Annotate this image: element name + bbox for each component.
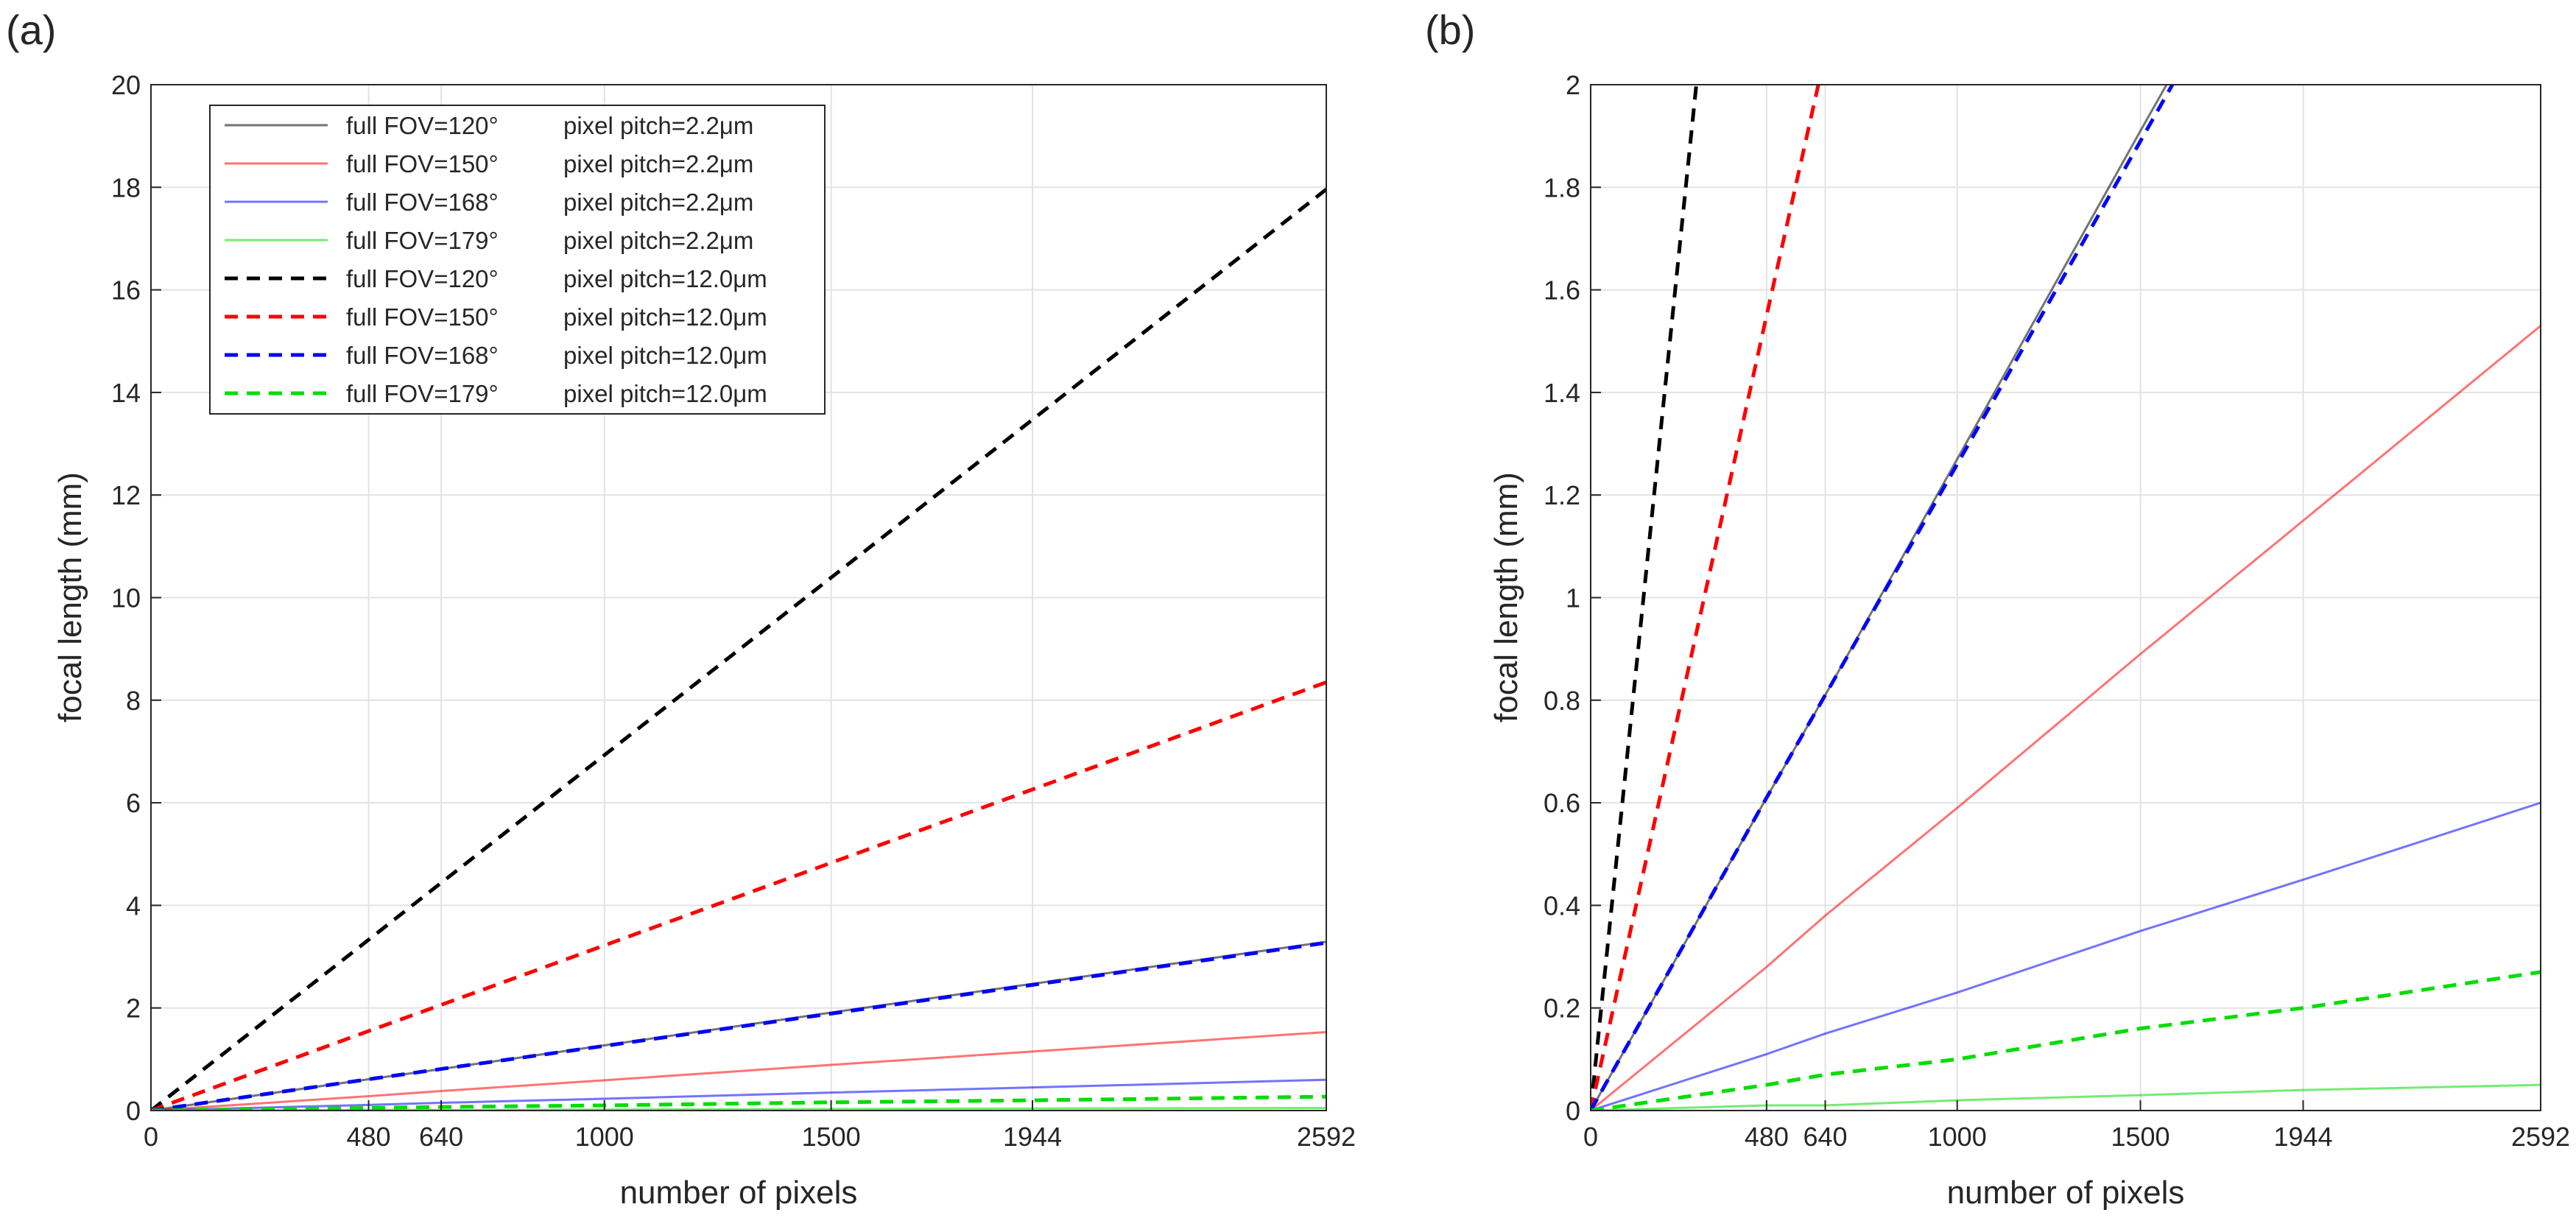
y-tick-label: 1 (1566, 583, 1580, 613)
y-tick-label: 14 (111, 378, 141, 408)
x-tick-label: 640 (419, 1122, 463, 1152)
legend-pitch-label: pixel pitch=12.0μm (563, 303, 767, 331)
y-tick-label: 1.6 (1544, 275, 1580, 306)
x-tick-label: 640 (1803, 1122, 1847, 1152)
x-ticks-b: 0 480 640 1000 1500 1944 2592 (1583, 1100, 2570, 1152)
y-tick-label: 2 (126, 993, 141, 1024)
legend-fov-label: full FOV=150° (346, 303, 499, 331)
y-tick-label: 0.4 (1544, 890, 1580, 921)
x-ticks-a: 0 480 640 1000 1500 1944 2592 (144, 1100, 1356, 1152)
legend-pitch-label: pixel pitch=12.0μm (563, 342, 767, 369)
chart-panel-b: (b) 0 480 640 1000 1500 1944 2592 0 0.2 0.4 0.6 0.… (1425, 7, 2570, 1211)
x-tick-label: 0 (1583, 1122, 1598, 1152)
series-line-pitch12-4 (151, 188, 1326, 1111)
series-line-pitch2-1 (151, 1030, 1326, 1111)
series-line-pitch12-6 (1591, 85, 2175, 1111)
panel-label-a: (a) (6, 7, 56, 53)
x-tick-label: 1000 (1928, 1122, 1987, 1152)
x-axis-label-a: number of pixels (620, 1175, 858, 1211)
y-tick-label: 8 (126, 686, 141, 716)
y-tick-label: 1.4 (1544, 378, 1580, 408)
y-tick-label: 1.2 (1544, 480, 1580, 510)
y-tick-label: 0.2 (1544, 993, 1580, 1024)
legend-pitch-label: pixel pitch=12.0μm (563, 380, 767, 407)
x-tick-label: 1500 (2111, 1122, 2169, 1152)
legend-pitch-label: pixel pitch=2.2μm (563, 227, 753, 254)
y-tick-label: 16 (111, 275, 141, 306)
legend-pitch-label: pixel pitch=12.0μm (563, 265, 767, 292)
y-tick-label: 12 (111, 480, 141, 510)
x-axis-label-b: number of pixels (1947, 1175, 2185, 1211)
legend-fov-label: full FOV=120° (346, 112, 499, 139)
x-tick-label: 480 (347, 1122, 391, 1152)
y-tick-label: 6 (126, 788, 141, 818)
x-tick-label: 0 (144, 1122, 158, 1152)
x-tick-label: 2592 (2511, 1122, 2570, 1152)
series-line-pitch12-5 (151, 680, 1326, 1111)
series-line-pitch12-7 (1591, 970, 2541, 1111)
legend-fov-label: full FOV=168° (346, 342, 499, 369)
y-ticks-a: 0 2 4 6 8 10 12 14 16 18 20 (111, 70, 161, 1126)
series-line-pitch12-6 (151, 940, 1326, 1111)
y-tick-label: 20 (111, 70, 141, 100)
y-axis-label-a: focal length (mm) (52, 472, 88, 722)
y-axis-label-b: focal length (mm) (1488, 472, 1524, 722)
y-tick-label: 2 (1566, 70, 1580, 100)
legend: full FOV=120° pixel pitch=2.2μm full FOV=1… (209, 105, 826, 415)
legend-pitch-label: pixel pitch=2.2μm (563, 189, 753, 216)
y-ticks-b: 0 0.2 0.4 0.6 0.8 1 1.2 1.4 1.6 1.8 2 (1544, 70, 1601, 1126)
chart-panel-a: (a) 0 480 640 1000 1500 1944 2592 0 2 4 6 8 10 12 14 1… (6, 7, 1356, 1211)
legend-fov-label: full FOV=150° (346, 150, 499, 177)
x-tick-label: 1944 (2273, 1122, 2332, 1152)
x-tick-label: 1000 (575, 1122, 634, 1152)
legend-fov-label: full FOV=168° (346, 189, 499, 216)
y-tick-label: 4 (126, 890, 141, 921)
x-tick-label: 480 (1745, 1122, 1789, 1152)
legend-box (209, 105, 826, 415)
series-line-pitch2-2 (1591, 801, 2541, 1111)
legend-fov-label: full FOV=179° (346, 227, 499, 254)
y-tick-label: 0 (126, 1096, 141, 1126)
legend-pitch-label: pixel pitch=2.2μm (563, 112, 753, 139)
y-tick-label: 0.8 (1544, 686, 1580, 716)
y-tick-label: 18 (111, 172, 141, 203)
y-tick-label: 0 (1566, 1096, 1580, 1126)
x-tick-label: 2592 (1297, 1122, 1356, 1152)
legend-fov-label: full FOV=120° (346, 265, 499, 292)
y-tick-label: 1.8 (1544, 172, 1580, 203)
y-tick-label: 0.6 (1544, 788, 1580, 818)
series-line-pitch2-1 (1591, 325, 2541, 1111)
legend-pitch-label: pixel pitch=2.2μm (563, 150, 753, 177)
y-tick-label: 10 (111, 583, 141, 613)
panel-label-b: (b) (1425, 7, 1475, 53)
legend-fov-label: full FOV=179° (346, 380, 499, 407)
x-tick-label: 1500 (802, 1122, 861, 1152)
x-tick-label: 1944 (1003, 1122, 1062, 1152)
